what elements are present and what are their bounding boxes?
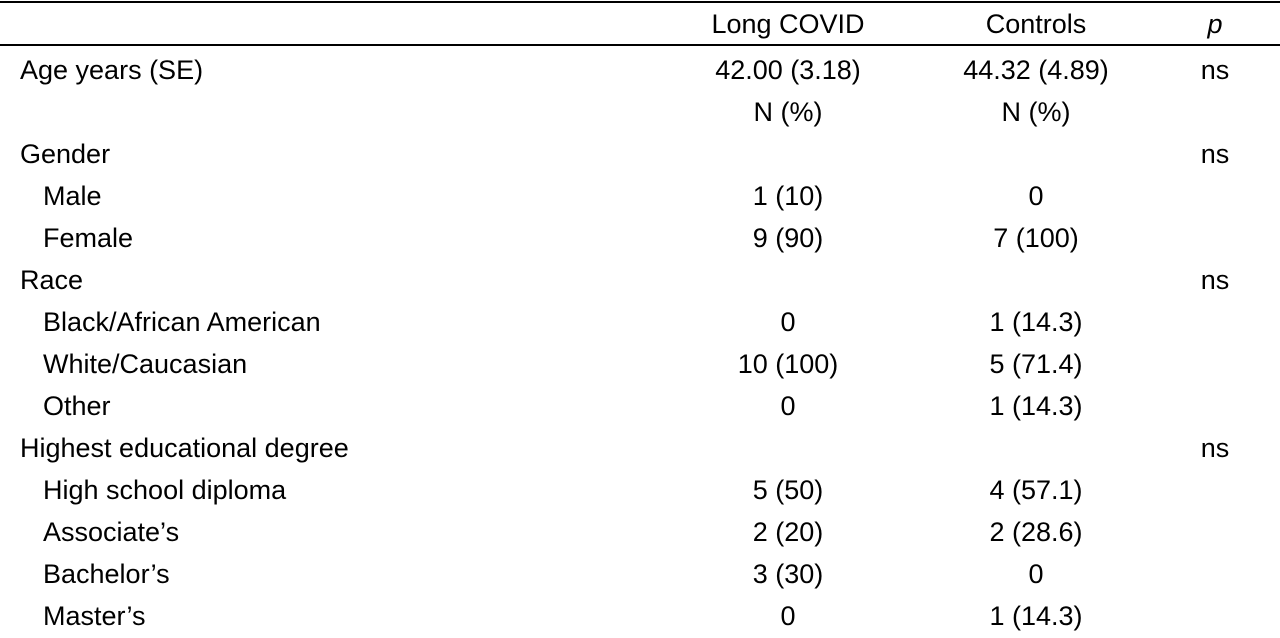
long-covid-value: N (%) — [753, 97, 823, 127]
controls-value: 2 (28.6) — [989, 517, 1083, 547]
table-row: Highest educational degree ns — [0, 427, 1280, 469]
row-label: Associate’s — [43, 517, 180, 547]
table-row: Bachelor’s 3 (30) 0 — [0, 553, 1280, 595]
header-p-value: p — [1207, 9, 1223, 39]
row-label: Female — [43, 223, 134, 253]
table-row: White/Caucasian 10 (100) 5 (71.4) — [0, 343, 1280, 385]
table-row: High school diploma 5 (50) 4 (57.1) — [0, 469, 1280, 511]
table-header-rule — [0, 44, 1280, 46]
controls-value: 44.32 (4.89) — [963, 55, 1109, 85]
long-covid-value: 1 (10) — [752, 181, 824, 211]
header-controls: Controls — [985, 9, 1087, 39]
row-label: Male — [43, 181, 102, 211]
long-covid-value: 10 (100) — [737, 349, 839, 379]
row-label: Bachelor’s — [43, 559, 170, 589]
controls-value: N (%) — [1001, 97, 1071, 127]
table-row: Male 1 (10) 0 — [0, 175, 1280, 217]
table-row: Gender ns — [0, 133, 1280, 175]
table-row: Race ns — [0, 259, 1280, 301]
row-label: Master’s — [43, 601, 146, 631]
row-label: Black/African American — [43, 307, 321, 337]
row-label: Highest educational degree — [20, 433, 349, 463]
long-covid-value: 0 — [780, 391, 796, 421]
row-label: Age years (SE) — [20, 55, 204, 85]
table-row: Age years (SE) 42.00 (3.18) 44.32 (4.89)… — [0, 49, 1280, 91]
controls-value: 1 (14.3) — [989, 601, 1083, 631]
p-value: ns — [1200, 265, 1230, 295]
table-row: Black/African American 0 1 (14.3) — [0, 301, 1280, 343]
long-covid-value: 0 — [780, 601, 796, 631]
table-header-row: Long COVID Controls p — [0, 3, 1280, 45]
table-row: Female 9 (90) 7 (100) — [0, 217, 1280, 259]
controls-value: 7 (100) — [993, 223, 1079, 253]
table-row: Other 0 1 (14.3) — [0, 385, 1280, 427]
p-value: ns — [1200, 55, 1230, 85]
table-row: Associate’s 2 (20) 2 (28.6) — [0, 511, 1280, 553]
long-covid-value: 9 (90) — [752, 223, 824, 253]
long-covid-value: 5 (50) — [752, 475, 824, 505]
row-label: Gender — [20, 139, 111, 169]
p-value: ns — [1200, 139, 1230, 169]
table-row: N (%) N (%) — [0, 91, 1280, 133]
controls-value: 1 (14.3) — [989, 391, 1083, 421]
header-long-covid: Long COVID — [711, 9, 865, 39]
table-top-rule — [0, 1, 1280, 3]
controls-value: 4 (57.1) — [989, 475, 1083, 505]
p-value: ns — [1200, 433, 1230, 463]
table-row: Master’s 0 1 (14.3) — [0, 595, 1280, 637]
row-label: High school diploma — [43, 475, 287, 505]
controls-value: 0 — [1028, 559, 1044, 589]
controls-value: 5 (71.4) — [989, 349, 1083, 379]
row-label: Other — [43, 391, 111, 421]
long-covid-value: 2 (20) — [752, 517, 824, 547]
long-covid-value: 0 — [780, 307, 796, 337]
controls-value: 1 (14.3) — [989, 307, 1083, 337]
long-covid-value: 3 (30) — [752, 559, 824, 589]
long-covid-value: 42.00 (3.18) — [715, 55, 861, 85]
controls-value: 0 — [1028, 181, 1044, 211]
row-label: Race — [20, 265, 84, 295]
row-label: White/Caucasian — [43, 349, 248, 379]
